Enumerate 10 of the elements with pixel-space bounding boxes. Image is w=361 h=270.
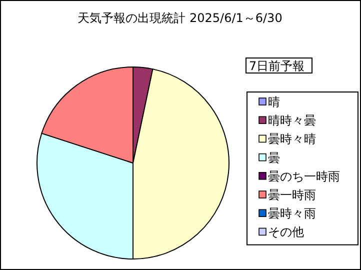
legend-label: 曇 [268,150,280,165]
legend-label: 曇時々雨 [268,206,316,221]
legend-label: 曇一時雨 [268,188,316,202]
legend-label: 晴 [268,95,280,109]
legend-label: 曇のち一時雨 [268,169,340,184]
legend-label: 晴時々曇 [268,114,316,128]
legend-label: その他 [268,225,304,240]
chart-title: 天気予報の出現統計 2025/6/1～6/30 [78,11,282,25]
legend-label: 曇時々晴 [268,132,316,146]
legend-title: 7日前予報 [249,59,305,73]
